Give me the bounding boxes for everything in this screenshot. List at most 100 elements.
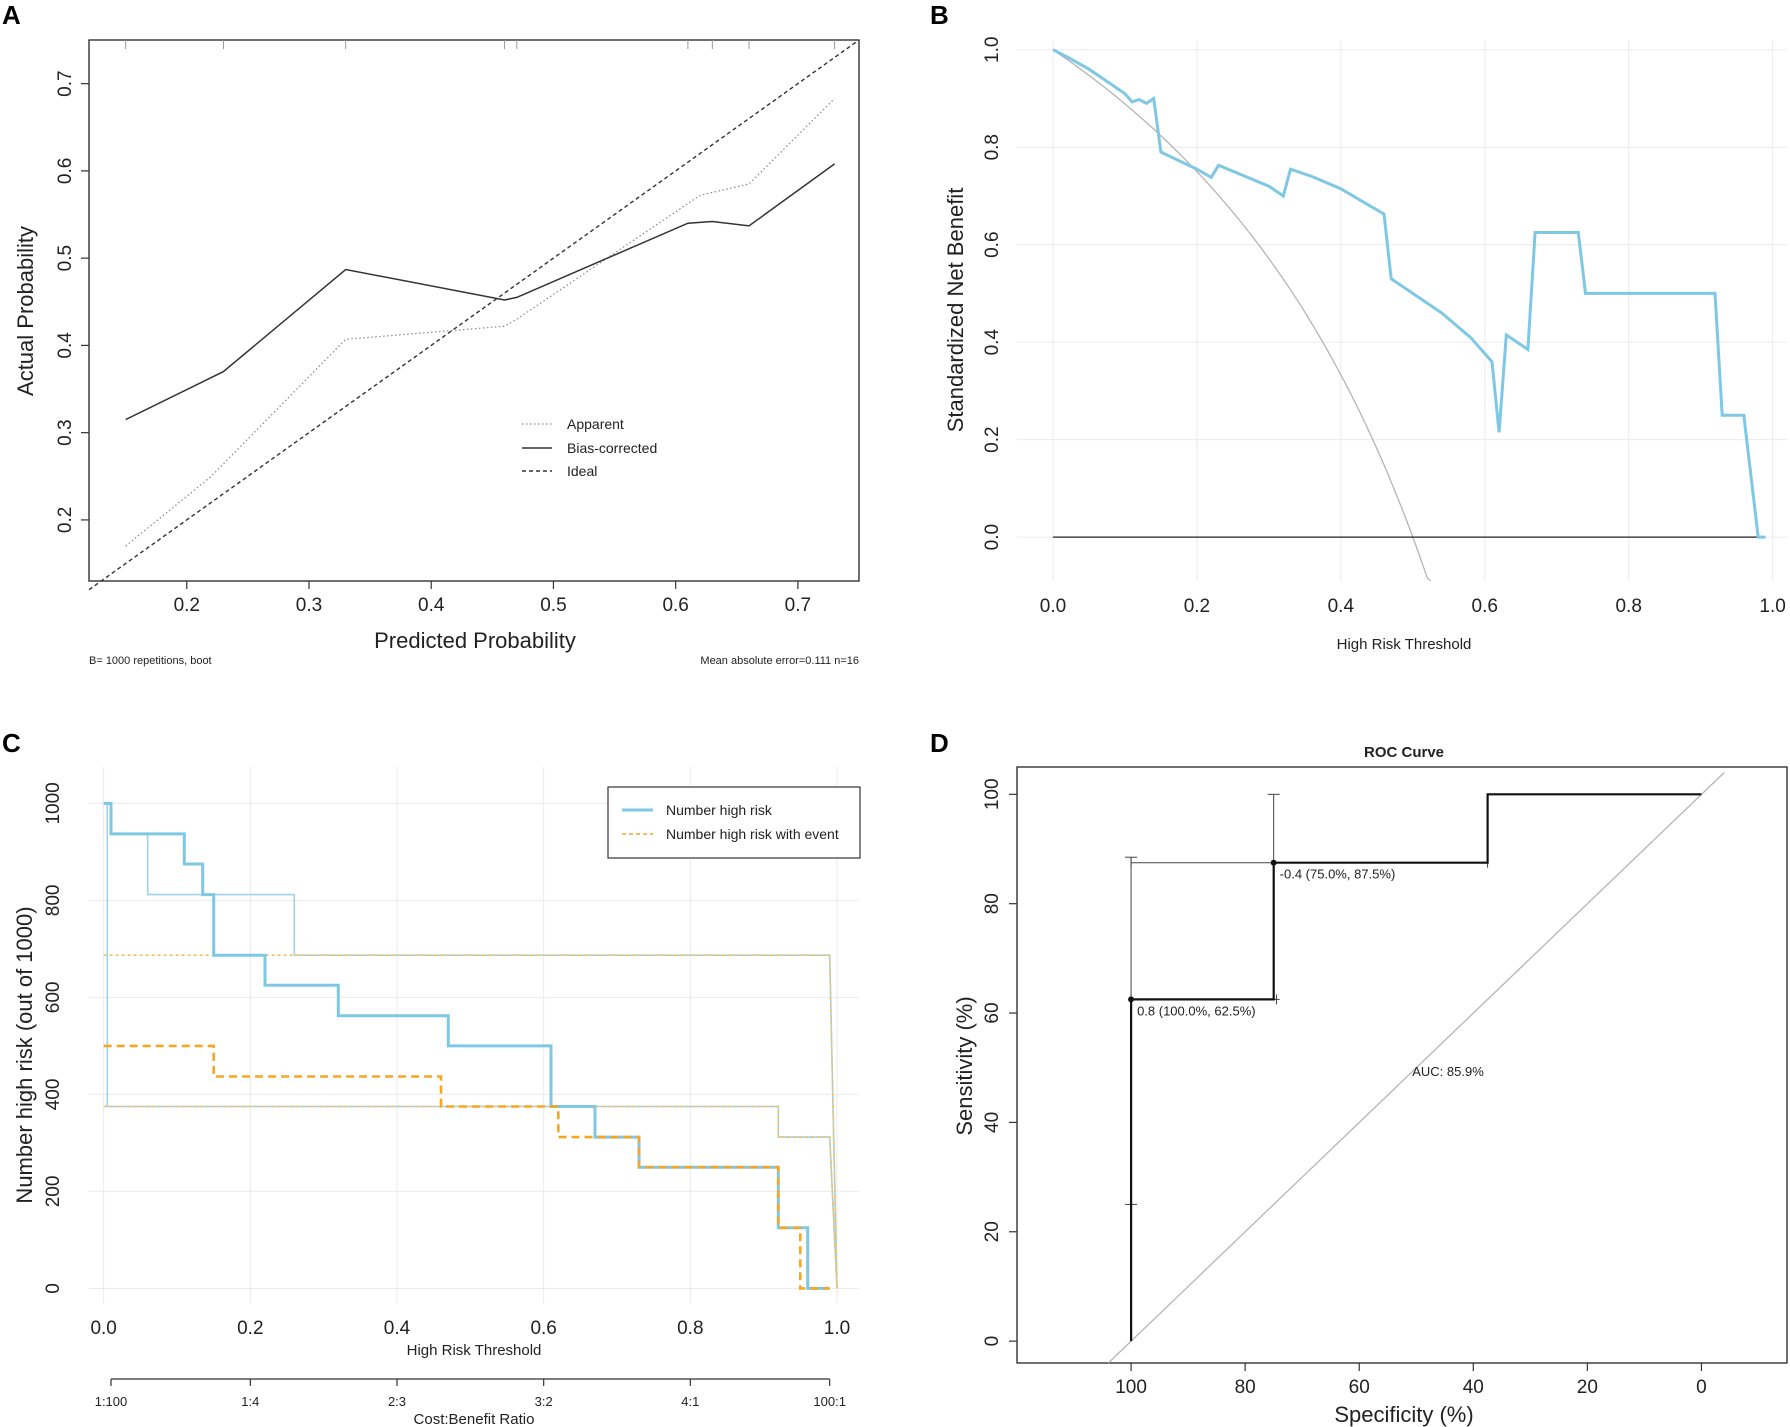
series-lines-c (103, 801, 838, 1290)
series-lines-b (1052, 48, 1766, 582)
plot-frame-d (1016, 766, 1788, 1364)
y-tick-label-a-0: 0.2 (55, 507, 76, 533)
panel-label-a: A (2, 0, 21, 30)
legend-label-high-risk: Number high risk (666, 802, 773, 818)
x-tick-label-a-5: 0.7 (785, 595, 811, 616)
x-axis-label-a: Predicted Probability (374, 628, 576, 653)
panel-label-b: B (930, 0, 949, 30)
threshold-point-1 (1270, 859, 1277, 866)
y-tick-label-c-3: 600 (43, 982, 64, 1014)
model-net-benefit-line (1052, 48, 1766, 539)
roc-title: ROC Curve (1364, 744, 1444, 761)
y-tick-label-d-0: 0 (982, 1336, 1003, 1347)
x-axis-label-d: Specificity (%) (1334, 1402, 1473, 1427)
y-tick-label-c-5: 1000 (43, 782, 64, 824)
panel-label-c: C (2, 728, 21, 758)
x-tick-label-d-2: 60 (1349, 1377, 1370, 1398)
series-lines-a (88, 39, 860, 591)
y-tick-label-d-5: 100 (982, 778, 1003, 810)
series-line-a-bias-corrected (125, 163, 836, 421)
y-tick-label-a-1: 0.3 (55, 419, 76, 445)
y-tick-label-d-2: 40 (982, 1112, 1003, 1133)
x2-axis-label-c: Cost:Benefit Ratio (414, 1411, 535, 1427)
legend-label-ideal: Ideal (567, 463, 597, 479)
x-tick-label-c-0: 0.0 (90, 1318, 116, 1339)
panel-c: C 0.0 0.2 0.4 0.6 0.8 1.0 0 200 400 600 800 1000 1:… (2, 728, 861, 1427)
legend-c: Number high risk Number high risk with e… (607, 786, 861, 859)
y-tick-label-d-3: 60 (982, 1002, 1003, 1023)
threshold-label-1: -0.4 (75.0%, 87.5%) (1280, 867, 1396, 882)
y-tick-label-b-5: 1.0 (982, 37, 1003, 63)
legend-box-c (607, 786, 861, 859)
axis-ticks-d: 100 80 60 40 20 0 0 20 40 60 80 100 (982, 778, 1707, 1398)
x-tick-label-b-1: 0.2 (1184, 596, 1210, 617)
cost-benefit-tick-label-5: 100:1 (813, 1394, 846, 1409)
panel-b: B 0.0 0.2 0.4 0.6 0.8 1.0 0.0 0.2 0.4 0.6 0.8 1.0 H… (930, 0, 1787, 653)
series-line-c-ci-lower-with-event (103, 1105, 838, 1289)
x-tick-label-a-0: 0.2 (174, 595, 200, 616)
series-line-c-ci-upper-with-event (103, 954, 838, 1289)
axis-ticks-a: 0.2 0.3 0.4 0.5 0.6 0.7 0.2 0.3 0.4 0.5 0.6 0.7 (55, 70, 811, 616)
legend-label-bias-corrected: Bias-corrected (567, 440, 657, 456)
x-tick-label-d-1: 80 (1235, 1377, 1256, 1398)
series-line-a-apparent (125, 98, 836, 547)
series-line-c-number-high-risk-with-event (103, 1044, 830, 1290)
series-line-a-ideal (88, 39, 860, 591)
grid-c (89, 767, 859, 1303)
legend-label-high-risk-event: Number high risk with event (666, 826, 839, 842)
x-tick-label-b-5: 1.0 (1759, 596, 1785, 617)
x-tick-label-a-1: 0.3 (296, 595, 322, 616)
chance-diagonal-line (1107, 772, 1725, 1364)
x-tick-label-c-3: 0.6 (530, 1318, 556, 1339)
threshold-label-0: 0.8 (100.0%, 62.5%) (1137, 1003, 1256, 1018)
y-tick-label-b-2: 0.4 (982, 329, 1003, 356)
panel-label-d: D (930, 728, 949, 758)
x-tick-label-c-4: 0.8 (677, 1318, 703, 1339)
cost-benefit-axis: 1:100 1:4 2:3 3:2 4:1 100:1 (95, 1378, 846, 1409)
cost-benefit-tick-label-2: 2:3 (388, 1394, 406, 1409)
y-tick-label-c-2: 400 (43, 1079, 64, 1111)
y-tick-label-d-1: 20 (982, 1221, 1003, 1242)
x-tick-label-c-2: 0.4 (384, 1318, 411, 1339)
y-tick-label-c-1: 200 (43, 1176, 64, 1208)
auc-label: AUC: 85.9% (1412, 1064, 1484, 1079)
note-mean-abs-error: Mean absolute error=0.111 n=16 (700, 655, 859, 667)
cost-benefit-tick-label-1: 1:4 (241, 1394, 259, 1409)
x-tick-label-c-1: 0.2 (237, 1318, 263, 1339)
plot-frame-a (88, 39, 860, 582)
x-tick-label-a-4: 0.6 (662, 595, 688, 616)
threshold-point-0 (1128, 996, 1135, 1003)
y-tick-label-c-0: 0 (43, 1283, 64, 1294)
y-tick-label-d-4: 80 (982, 893, 1003, 914)
y-tick-label-b-1: 0.2 (982, 426, 1003, 452)
grid-b (1017, 40, 1787, 581)
y-axis-label-c: Number high risk (out of 1000) (12, 906, 37, 1203)
x-tick-label-a-3: 0.5 (540, 595, 566, 616)
y-tick-label-a-2: 0.4 (55, 332, 76, 359)
x-tick-label-b-0: 0.0 (1040, 596, 1066, 617)
legend-label-apparent: Apparent (567, 416, 624, 432)
series-lines-d: 0.8 (100.0%, 62.5%) -0.4 (75.0%, 87.5%) (1107, 772, 1725, 1364)
x-tick-label-b-4: 0.8 (1615, 596, 1641, 617)
legend-a: Apparent Bias-corrected Ideal (522, 416, 657, 479)
x-tick-label-c-5: 1.0 (824, 1318, 850, 1339)
x-axis-label-b: High Risk Threshold (1337, 636, 1472, 653)
y-axis-label-b: Standardized Net Benefit (943, 188, 968, 433)
y-tick-label-a-4: 0.6 (55, 158, 76, 184)
panel-a: A 0.2 0.3 0.4 0.5 0.6 0.7 0.2 0.3 0.4 0.5 0.6 0.7 P… (2, 0, 860, 667)
panel-d: D ROC Curve 100 80 60 40 20 0 0 20 40 60 80 100 0.8… (930, 728, 1788, 1427)
y-axis-label-d: Sensitivity (%) (952, 996, 977, 1135)
y-tick-label-c-4: 800 (43, 885, 64, 917)
cost-benefit-tick-label-4: 4:1 (681, 1394, 699, 1409)
y-tick-label-a-3: 0.5 (55, 245, 76, 271)
x-tick-label-d-0: 100 (1115, 1377, 1147, 1398)
x-tick-label-b-3: 0.6 (1472, 596, 1498, 617)
cost-benefit-tick-label-3: 3:2 (535, 1394, 553, 1409)
x-axis-label-c: High Risk Threshold (407, 1342, 542, 1359)
x-tick-label-b-2: 0.4 (1328, 596, 1355, 617)
x-tick-label-a-2: 0.4 (418, 595, 445, 616)
axis-ticks-c: 0.0 0.2 0.4 0.6 0.8 1.0 0 200 400 600 800 1000 (43, 782, 850, 1339)
rug-marks-a (125, 40, 836, 49)
x-tick-label-d-3: 40 (1463, 1377, 1484, 1398)
